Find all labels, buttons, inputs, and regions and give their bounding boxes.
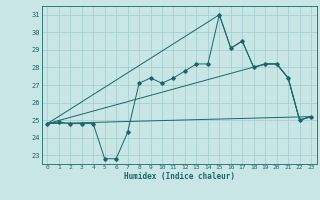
- X-axis label: Humidex (Indice chaleur): Humidex (Indice chaleur): [124, 172, 235, 181]
